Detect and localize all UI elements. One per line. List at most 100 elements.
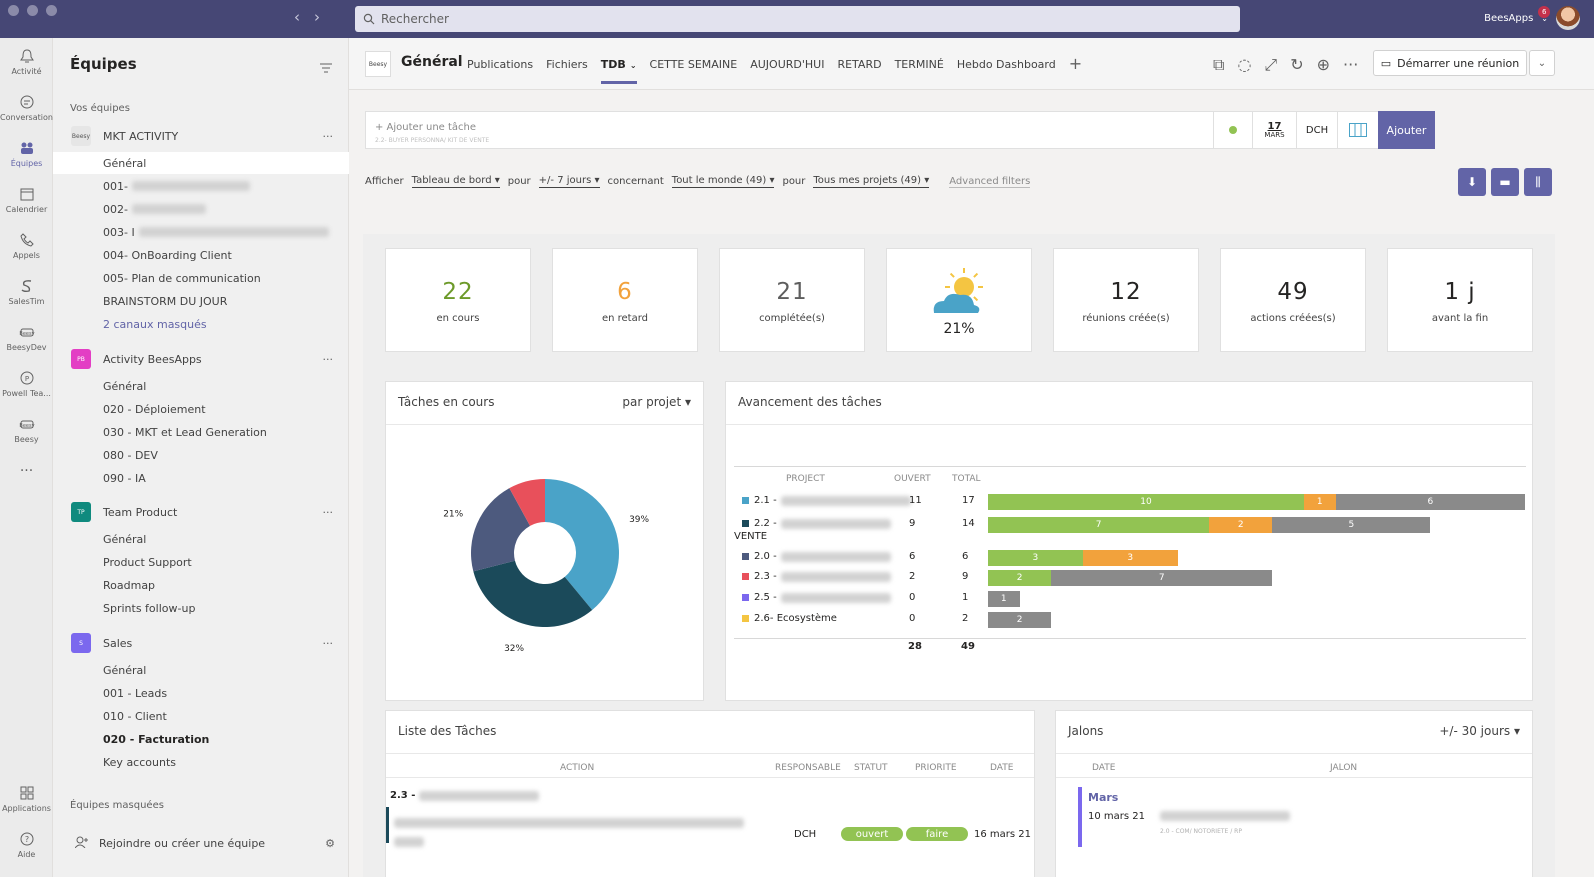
back-arrow-icon[interactable]: ‹ (294, 8, 300, 26)
channel-item[interactable]: Roadmap (53, 574, 349, 596)
priority-dot-button[interactable] (1213, 111, 1253, 149)
people-dropdown[interactable]: Tout le monde (49) ▾ (671, 175, 775, 188)
donut-slice-2.0[interactable] (471, 488, 531, 572)
tab-1[interactable]: Fichiers (546, 58, 588, 84)
more-options-icon[interactable]: ··· (322, 636, 334, 650)
tab-2[interactable]: TDB ⌄ (600, 58, 637, 84)
add-task-button[interactable]: Ajouter (1378, 111, 1435, 149)
account-name[interactable]: BeesApps (1484, 12, 1534, 24)
settings-sliders-icon[interactable]: ⫼ (1524, 168, 1552, 196)
channel-item[interactable]: Général (53, 375, 349, 397)
rail-item-3[interactable]: Calendrier (0, 176, 53, 222)
meeting-options-chevron-icon[interactable]: ⌄ (1529, 50, 1555, 76)
channel-item[interactable]: 030 - MKT et Lead Generation (53, 421, 349, 443)
donut-slice-2.3[interactable] (509, 479, 545, 526)
avatar[interactable] (1556, 6, 1580, 30)
rail-item-4[interactable]: Appels (0, 222, 53, 268)
hidden-teams-heading[interactable]: Équipes masquées (70, 800, 164, 811)
due-date-button[interactable]: 17 MARS (1252, 111, 1297, 149)
channel-item[interactable]: Key accounts (53, 752, 349, 774)
group-by-dropdown[interactable]: par projet ▾ (622, 395, 691, 409)
rail-item-6[interactable]: Beesy BeesyDev (0, 314, 53, 360)
progress-bar-done[interactable]: 10 (988, 494, 1304, 510)
status-badge[interactable]: ouvert (841, 827, 903, 841)
board-view-icon[interactable] (1337, 111, 1379, 149)
milestone-range-dropdown[interactable]: +/- 30 jours ▾ (1439, 724, 1520, 738)
channel-item[interactable]: 001- (53, 175, 349, 197)
globe-icon[interactable]: ⊕ (1316, 55, 1331, 74)
progress-bar-rest[interactable]: 5 (1272, 517, 1431, 533)
search-box[interactable]: Rechercher (355, 6, 1240, 32)
channel-item[interactable]: 005- Plan de communication (53, 267, 349, 289)
projects-dropdown[interactable]: Tous mes projets (49) ▾ (813, 175, 930, 188)
export-icon[interactable]: ⬇ (1458, 168, 1486, 196)
tab-4[interactable]: AUJOURD'HUI (750, 58, 824, 84)
more-options-icon[interactable]: ··· (1343, 55, 1359, 74)
channel-item[interactable]: Sprints follow-up (53, 598, 349, 620)
progress-bar-rest[interactable]: 7 (1051, 570, 1273, 586)
advanced-filters-link[interactable]: Advanced filters (949, 175, 1031, 188)
progress-row[interactable]: 2.1 - 11 17 10 1 6 (734, 494, 1526, 513)
channel-item[interactable]: 003- I (53, 221, 349, 243)
chevron-down-icon[interactable]: ⌄ (1541, 13, 1548, 23)
conversation-icon[interactable]: ◌ (1237, 55, 1252, 74)
rail-item-1[interactable]: Conversation (0, 84, 53, 130)
period-dropdown[interactable]: +/- 7 jours ▾ (538, 175, 600, 188)
rail-more-button[interactable]: ... (19, 459, 34, 475)
tab-7[interactable]: Hebdo Dashboard (957, 58, 1056, 84)
channel-item[interactable]: 090 - IA (53, 468, 349, 490)
channel-item[interactable]: 010 - Client (53, 705, 349, 727)
channel-item[interactable]: 004- OnBoarding Client (53, 244, 349, 266)
add-tab-icon[interactable]: + (1068, 54, 1083, 73)
assignee-button[interactable]: DCH (1296, 111, 1338, 149)
channel-item[interactable]: Product Support (53, 551, 349, 573)
progress-row[interactable]: 2.6- Ecosystème 0 2 2 (734, 612, 1524, 631)
channel-item[interactable]: 020 - Facturation (53, 729, 349, 751)
popout-icon[interactable]: ⧉ (1213, 55, 1225, 74)
progress-bar-done[interactable]: 3 (988, 550, 1083, 566)
rail-bottom-item-1[interactable]: ? Aide (0, 821, 53, 867)
tab-6[interactable]: TERMINÉ (895, 58, 944, 84)
archive-icon[interactable]: ▬ (1491, 168, 1519, 196)
donut-slice-2.2[interactable] (473, 560, 593, 627)
zoom-window-button[interactable] (46, 5, 57, 16)
channel-item[interactable]: BRAINSTORM DU JOUR (53, 290, 349, 312)
team-3[interactable]: S Sales ··· (53, 632, 349, 654)
team-1[interactable]: PB Activity BeesApps ··· (53, 348, 349, 370)
more-options-icon[interactable]: ··· (322, 129, 334, 143)
channel-item[interactable]: 001 - Leads (53, 682, 349, 704)
tab-0[interactable]: Publications (467, 58, 533, 84)
view-dropdown[interactable]: Tableau de bord ▾ (411, 175, 500, 188)
channel-item[interactable]: 020 - Déploiement (53, 398, 349, 420)
rail-item-7[interactable]: P Powell Tea... (0, 360, 53, 406)
refresh-icon[interactable]: ↻ (1290, 55, 1304, 74)
more-options-icon[interactable]: ··· (322, 505, 334, 519)
progress-bar-late[interactable]: 2 (1209, 517, 1273, 533)
donut-slice-2.1[interactable] (545, 479, 619, 611)
minimize-window-button[interactable] (27, 5, 38, 16)
channel-item[interactable]: 002- (53, 198, 349, 220)
channel-item[interactable]: 080 - DEV (53, 445, 349, 467)
join-team-label[interactable]: Rejoindre ou créer une équipe (99, 837, 266, 850)
channel-item[interactable]: Général (53, 152, 349, 174)
team-2[interactable]: TP Team Product ··· (53, 501, 349, 523)
rail-item-2[interactable]: Équipes (0, 130, 53, 176)
progress-bar-late[interactable]: 1 (1304, 494, 1336, 510)
rail-item-0[interactable]: Activité (0, 38, 53, 84)
channel-item[interactable]: Général (53, 659, 349, 681)
start-meeting-button[interactable]: ▭ Démarrer une réunion (1373, 50, 1527, 76)
rail-item-8[interactable]: Beesy Beesy (0, 406, 53, 452)
channel-item[interactable]: Général (53, 528, 349, 550)
rail-bottom-item-0[interactable]: Applications (0, 775, 53, 821)
priority-badge[interactable]: faire (906, 827, 968, 841)
rail-item-5[interactable]: SalesTim (0, 268, 53, 314)
progress-row[interactable]: 2.2 - VENTE 9 14 7 2 5 (734, 517, 1524, 542)
close-window-button[interactable] (8, 5, 19, 16)
tab-3[interactable]: CETTE SEMAINE (650, 58, 738, 84)
tab-5[interactable]: RETARD (837, 58, 881, 84)
progress-bar-rest[interactable]: 2 (988, 612, 1052, 628)
forward-arrow-icon[interactable]: › (314, 8, 320, 26)
progress-bar-done[interactable]: 7 (988, 517, 1210, 533)
join-team-row[interactable]: Rejoindre ou créer une équipe ⚙ (74, 836, 335, 851)
